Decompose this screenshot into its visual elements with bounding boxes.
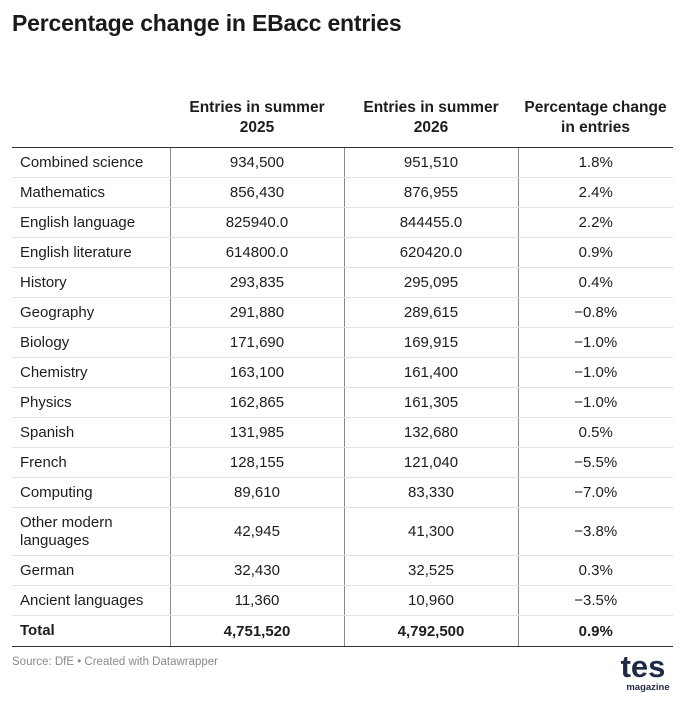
percentage-change-cell: 2.2% — [517, 207, 673, 238]
subject-cell: Other modern languages — [12, 507, 170, 556]
percentage-change-cell: −7.0% — [517, 477, 673, 508]
subject-cell: Spanish — [12, 417, 170, 448]
logo-subtext: magazine — [626, 682, 669, 693]
entries-2026-cell: 121,040 — [343, 447, 518, 478]
percentage-change-cell: 0.9% — [517, 615, 673, 647]
entries-2026-cell: 4,792,500 — [343, 615, 518, 647]
table-row: Combined science 934,500 951,510 1.8% — [12, 147, 673, 178]
subject-cell: Mathematics — [12, 177, 170, 208]
subject-cell: English literature — [12, 237, 170, 268]
percentage-change-cell: −5.5% — [517, 447, 673, 478]
percentage-change-cell: −0.8% — [517, 297, 673, 328]
table-row: Biology 171,690 169,915 −1.0% — [12, 327, 673, 358]
table-row: Ancient languages 11,360 10,960 −3.5% — [12, 585, 673, 616]
entries-2025-cell: 856,430 — [169, 177, 344, 208]
entries-2025-cell: 11,360 — [169, 585, 344, 616]
source-note: Source: DfE • Created with Datawrapper — [12, 656, 219, 668]
subject-cell: Computing — [12, 477, 170, 508]
subject-cell: Biology — [12, 327, 170, 358]
table-row: Other modern languages 42,945 41,300 −3.8% — [12, 507, 673, 556]
percentage-change-cell: −1.0% — [517, 327, 673, 358]
percentage-change-cell: 0.3% — [517, 555, 673, 586]
subject-cell: Chemistry — [12, 357, 170, 388]
header-entries-2026: Entries in summer 2026 — [344, 67, 518, 148]
percentage-change-cell: −3.5% — [517, 585, 673, 616]
entries-2025-cell: 131,985 — [169, 417, 344, 448]
entries-2026-cell: 32,525 — [343, 555, 518, 586]
table-row: French 128,155 121,040 −5.5% — [12, 447, 673, 478]
table-row: Physics 162,865 161,305 −1.0% — [12, 387, 673, 418]
subject-cell: French — [12, 447, 170, 478]
entries-2025-cell: 825940.0 — [169, 207, 344, 238]
entries-2025-cell: 291,880 — [169, 297, 344, 328]
subject-cell: German — [12, 555, 170, 586]
percentage-change-cell: 0.4% — [517, 267, 673, 298]
header-entries-2025: Entries in summer 2025 — [170, 67, 344, 148]
entries-2026-cell: 289,615 — [343, 297, 518, 328]
header-percentage-change: Percentage change in entries — [518, 67, 673, 148]
table-row: Chemistry 163,100 161,400 −1.0% — [12, 357, 673, 388]
percentage-change-cell: −1.0% — [517, 387, 673, 418]
entries-2026-cell: 10,960 — [343, 585, 518, 616]
entries-2026-cell: 169,915 — [343, 327, 518, 358]
percentage-change-cell: 2.4% — [517, 177, 673, 208]
table-row: Mathematics 856,430 876,955 2.4% — [12, 177, 673, 208]
table-body: Combined science 934,500 951,510 1.8% Mathem… — [12, 147, 673, 647]
table-row: English literature 614800.0 620420.0 0.9% — [12, 237, 673, 268]
percentage-change-cell: −3.8% — [517, 507, 673, 556]
percentage-change-cell: 0.5% — [517, 417, 673, 448]
entries-2025-cell: 32,430 — [169, 555, 344, 586]
total-row: Total 4,751,520 4,792,500 0.9% — [12, 615, 673, 647]
table-row: English language 825940.0 844455.0 2.2% — [12, 207, 673, 238]
logo-wordmark: tes — [621, 650, 666, 684]
entries-2025-cell: 614800.0 — [169, 237, 344, 268]
table-row: Geography 291,880 289,615 −0.8% — [12, 297, 673, 328]
subject-cell: Physics — [12, 387, 170, 418]
tes-magazine-logo: tes magazine — [612, 650, 674, 694]
subject-cell: Ancient languages — [12, 585, 170, 616]
ebacc-table: Entries in summer 2025 Entries in summer… — [12, 67, 673, 647]
entries-2026-cell: 83,330 — [343, 477, 518, 508]
entries-2026-cell: 951,510 — [343, 147, 518, 178]
entries-2026-cell: 876,955 — [343, 177, 518, 208]
table-row: History 293,835 295,095 0.4% — [12, 267, 673, 298]
subject-cell: English language — [12, 207, 170, 238]
percentage-change-cell: −1.0% — [517, 357, 673, 388]
entries-2025-cell: 89,610 — [169, 477, 344, 508]
subject-cell: History — [12, 267, 170, 298]
entries-2026-cell: 132,680 — [343, 417, 518, 448]
entries-2026-cell: 844455.0 — [343, 207, 518, 238]
entries-2025-cell: 171,690 — [169, 327, 344, 358]
entries-2026-cell: 295,095 — [343, 267, 518, 298]
percentage-change-cell: 0.9% — [517, 237, 673, 268]
subject-cell: Total — [12, 615, 170, 647]
entries-2025-cell: 4,751,520 — [169, 615, 344, 647]
subject-cell: Combined science — [12, 147, 170, 178]
entries-2026-cell: 161,400 — [343, 357, 518, 388]
entries-2025-cell: 293,835 — [169, 267, 344, 298]
entries-2026-cell: 620420.0 — [343, 237, 518, 268]
entries-2026-cell: 161,305 — [343, 387, 518, 418]
entries-2026-cell: 41,300 — [343, 507, 518, 556]
entries-2025-cell: 128,155 — [169, 447, 344, 478]
subject-cell: Geography — [12, 297, 170, 328]
table-row: Spanish 131,985 132,680 0.5% — [12, 417, 673, 448]
entries-2025-cell: 934,500 — [169, 147, 344, 178]
table-row: Computing 89,610 83,330 −7.0% — [12, 477, 673, 508]
table-header-row: Entries in summer 2025 Entries in summer… — [12, 67, 673, 148]
header-subject — [12, 67, 170, 148]
entries-2025-cell: 162,865 — [169, 387, 344, 418]
entries-2025-cell: 42,945 — [169, 507, 344, 556]
percentage-change-cell: 1.8% — [517, 147, 673, 178]
table-row: German 32,430 32,525 0.3% — [12, 555, 673, 586]
entries-2025-cell: 163,100 — [169, 357, 344, 388]
chart-title: Percentage change in EBacc entries — [12, 10, 402, 36]
